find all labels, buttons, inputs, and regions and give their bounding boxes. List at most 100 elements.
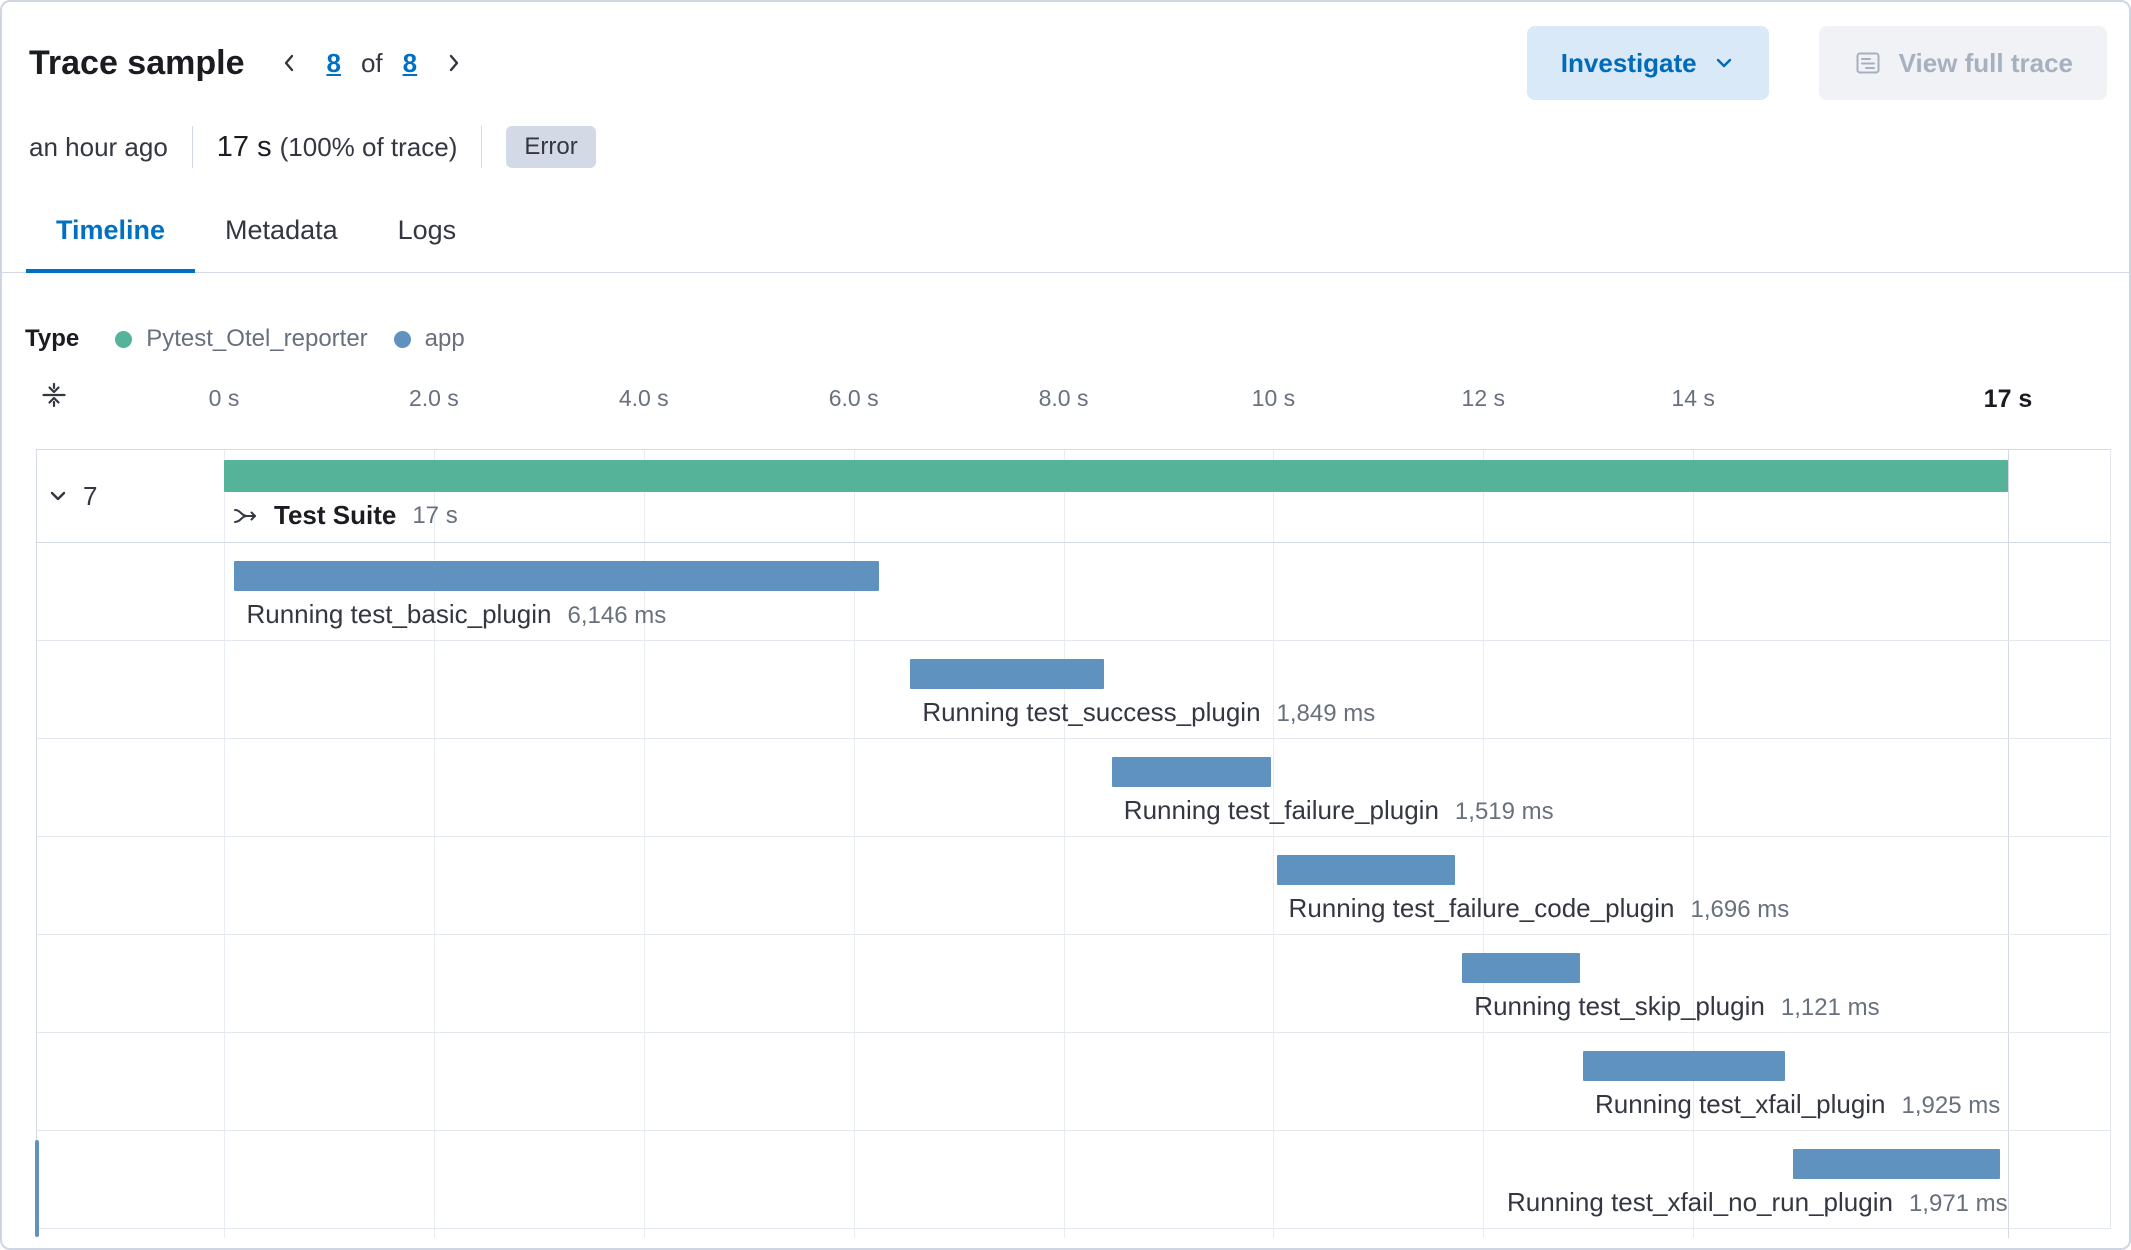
next-trace-button[interactable] — [437, 47, 469, 79]
gridline — [224, 449, 225, 1238]
divider — [191, 126, 193, 168]
axis-tick: 17 s — [1983, 385, 2033, 413]
trace-document-icon — [1856, 52, 1880, 74]
gridline — [853, 449, 855, 1238]
trace-pagination: 8 of 8 — [274, 47, 469, 79]
chevron-left-icon — [285, 54, 294, 72]
span-label: Running test_skip_plugin 1,121 ms — [1474, 991, 1879, 1022]
gridline — [1273, 449, 1275, 1238]
span-name: Running test_xfail_plugin — [1594, 1089, 1886, 1119]
duration-percent: (100% of trace) — [279, 131, 458, 162]
span-duration: 17 s — [412, 501, 458, 529]
collapse-children-toggle[interactable]: 7 — [45, 450, 97, 542]
span-bar[interactable] — [1582, 1051, 1785, 1081]
investigate-button[interactable]: Investigate — [1526, 26, 1769, 100]
legend-label: Pytest_Otel_reporter — [146, 325, 368, 352]
span-row[interactable]: Running test_xfail_no_run_plugin 1,971 ms — [37, 1131, 2110, 1229]
type-legend: Type Pytest_Otel_reporter app — [25, 323, 2129, 355]
span-name: Running test_failure_plugin — [1123, 795, 1439, 825]
investigate-label: Investigate — [1560, 47, 1697, 78]
gridline — [1693, 449, 1695, 1238]
view-full-trace-label: View full trace — [1898, 47, 2073, 78]
waterfall-timeline: 0 s 2.0 s 4.0 s 6.0 s 8.0 s 10 s 12 s 14 s 17 s … — [2, 379, 2129, 1241]
span-row[interactable]: Running test_skip_plugin 1,121 ms — [37, 935, 2110, 1033]
waterfall-rows: 7 Test Suite 17 s Running test_basic_plugin… — [36, 449, 2111, 1229]
axis-tick: 2.0 s — [408, 385, 459, 411]
collapse-timeline-button[interactable] — [40, 381, 68, 409]
trace-age: an hour ago — [29, 131, 168, 162]
gridline — [2008, 449, 2009, 1238]
span-label: Running test_xfail_plugin 1,925 ms — [1595, 1089, 2000, 1120]
total-trace-link[interactable]: 8 — [402, 47, 418, 78]
span-bar[interactable] — [234, 561, 880, 591]
chevron-down-icon — [50, 491, 66, 501]
divider — [481, 126, 483, 168]
span-duration: 1,696 ms — [1690, 896, 1790, 923]
span-row[interactable]: Running test_failure_plugin 1,519 ms — [37, 739, 2110, 837]
gridline — [1063, 449, 1065, 1238]
axis-tick: 8.0 s — [1038, 385, 1089, 411]
chevron-down-icon — [1716, 58, 1731, 68]
trace-summary: an hour ago 17 s (100% of trace) Error — [29, 126, 2129, 168]
chevron-right-icon — [449, 54, 459, 72]
child-count: 7 — [83, 480, 98, 511]
span-label-parent: Test Suite 17 s — [232, 500, 458, 531]
span-duration: 1,971 ms — [1908, 1190, 2008, 1217]
tab-logs[interactable]: Logs — [397, 215, 457, 245]
duration-value: 17 s — [216, 130, 272, 163]
span-row[interactable]: Running test_xfail_plugin 1,925 ms — [37, 1033, 2110, 1131]
span-duration: 1,849 ms — [1276, 700, 1376, 727]
legend-dot-icon — [115, 330, 133, 348]
span-row[interactable]: Running test_success_plugin 1,849 ms — [37, 641, 2110, 739]
span-name: Running test_basic_plugin — [246, 599, 552, 629]
span-duration: 1,121 ms — [1780, 994, 1880, 1021]
tab-bar: Timeline Metadata Logs — [2, 190, 2129, 273]
span-label: Running test_basic_plugin 6,146 ms — [246, 599, 666, 630]
span-name: Running test_xfail_no_run_plugin — [1507, 1187, 1893, 1217]
axis-tick: 14 s — [1671, 385, 1715, 411]
legend-type-label: Type — [25, 325, 80, 352]
gridlines — [2, 449, 2129, 1238]
span-bar[interactable] — [910, 659, 1105, 689]
axis-tick: 12 s — [1461, 385, 1506, 411]
axis-tick: 6.0 s — [828, 385, 879, 411]
legend-item-Pytest_Otel_reporter: Pytest_Otel_reporter — [115, 325, 368, 353]
span-bar[interactable] — [1792, 1149, 2000, 1179]
tab-metadata[interactable]: Metadata — [225, 215, 338, 245]
gridline — [433, 449, 435, 1238]
span-bar[interactable] — [1276, 855, 1455, 885]
span-duration: 1,925 ms — [1901, 1092, 2001, 1119]
legend-label: app — [424, 325, 465, 352]
tab-timeline[interactable]: Timeline — [26, 190, 196, 273]
time-axis: 0 s 2.0 s 4.0 s 6.0 s 8.0 s 10 s 12 s 14 s 17 s — [2, 385, 2129, 419]
axis-tick: 0 s — [208, 385, 240, 411]
gridline — [1483, 449, 1485, 1238]
axis-tick: 10 s — [1251, 385, 1296, 411]
span-name: Running test_success_plugin — [922, 697, 1261, 727]
view-full-trace-button[interactable]: View full trace — [1818, 26, 2107, 100]
span-name: Running test_failure_code_plugin — [1288, 893, 1675, 923]
span-bar[interactable] — [1111, 757, 1272, 787]
legend-items: Pytest_Otel_reporter app — [115, 325, 465, 353]
span-label: Running test_xfail_no_run_plugin 1,971 ms — [1507, 1187, 2008, 1218]
span-name: Test Suite — [274, 500, 397, 530]
span-bar[interactable] — [1462, 953, 1580, 983]
span-row[interactable]: Running test_failure_code_plugin 1,696 ms — [37, 837, 2110, 935]
page-title: Trace sample — [29, 43, 245, 82]
trace-duration: 17 s (100% of trace) — [217, 131, 458, 164]
legend-item-app: app — [393, 325, 465, 353]
waterfall-scroll-indicator — [35, 1140, 39, 1237]
span-label: Running test_failure_code_plugin 1,696 ms — [1289, 893, 1790, 924]
span-row-parent[interactable]: 7 Test Suite 17 s — [37, 449, 2110, 543]
prev-trace-button[interactable] — [274, 47, 306, 79]
header: Trace sample 8 of 8 Investigate View ful… — [2, 2, 2129, 100]
error-badge: Error — [506, 126, 596, 168]
span-row[interactable]: Running test_basic_plugin 6,146 ms — [37, 543, 2110, 641]
span-name: Running test_skip_plugin — [1474, 991, 1765, 1021]
span-bar-parent[interactable] — [224, 460, 2008, 492]
span-label: Running test_failure_plugin 1,519 ms — [1124, 795, 1554, 826]
span-duration: 1,519 ms — [1454, 798, 1554, 825]
current-trace-link[interactable]: 8 — [326, 47, 341, 78]
axis-tick: 4.0 s — [618, 385, 669, 411]
